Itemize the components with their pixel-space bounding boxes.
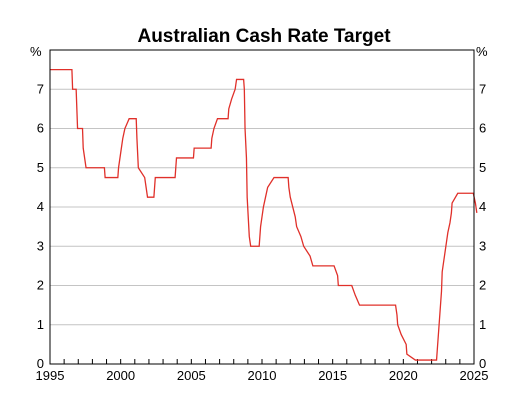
y-tick-label-right: 1: [479, 317, 486, 332]
axis-ticks: [49, 359, 475, 364]
y-tick-label-right: 6: [479, 121, 486, 136]
y-tick-label-left: 7: [37, 81, 44, 96]
x-tick-label: 2000: [106, 368, 135, 383]
cash-rate-series-line: [50, 68, 478, 361]
y-tick-label-left: 4: [37, 199, 44, 214]
chart-title: Australian Cash Rate Target: [137, 26, 391, 47]
y-tick-label-right: 3: [479, 238, 486, 253]
y-tick-label-right: 2: [479, 278, 486, 293]
y-tick-label-left: 6: [37, 121, 44, 136]
y-tick-label-right: 4: [479, 199, 486, 214]
y-tick-label-right: 5: [479, 160, 486, 175]
y-tick-label-right: 7: [479, 81, 486, 96]
y-tick-label-left: 1: [37, 317, 44, 332]
series-layer: [50, 68, 478, 361]
tick-labels: 0 0 1 1 2 2 3 3 4 4 5 5 6 6 7 7 1995 2000 2005 2010 2015 2020…: [36, 81, 489, 383]
y-tick-label-right: 0: [479, 356, 486, 371]
y-tick-label-left: 2: [37, 278, 44, 293]
x-tick-label: 2020: [389, 368, 418, 383]
x-tick-label: 2025: [460, 368, 489, 383]
plot-frame: [49, 49, 475, 365]
gridlines: [50, 88, 474, 326]
x-tick-label: 1995: [36, 368, 65, 383]
y-tick-label-left: 5: [37, 160, 44, 175]
y-tick-label-left: 3: [37, 238, 44, 253]
y-tick-label-left: 0: [37, 356, 44, 371]
plot-border: [49, 49, 475, 365]
x-tick-label: 2015: [318, 368, 347, 383]
x-tick-label: 2010: [248, 368, 277, 383]
x-tick-label: 2005: [177, 368, 206, 383]
left-y-unit: %: [30, 44, 42, 59]
right-y-unit: %: [476, 44, 488, 59]
